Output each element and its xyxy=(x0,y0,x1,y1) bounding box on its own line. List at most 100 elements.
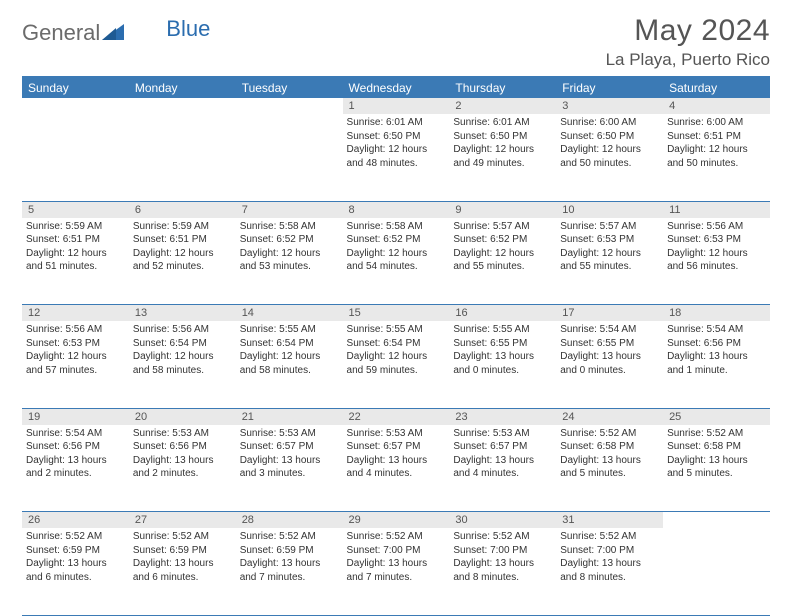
day-details: Sunrise: 5:53 AMSunset: 6:57 PMDaylight:… xyxy=(449,425,556,485)
location: La Playa, Puerto Rico xyxy=(606,50,770,70)
daylight-text: Daylight: 12 hours and 54 minutes. xyxy=(347,247,446,274)
sunset-text: Sunset: 6:54 PM xyxy=(347,337,446,351)
sunrise-text: Sunrise: 5:53 AM xyxy=(453,427,552,441)
day-details: Sunrise: 5:57 AMSunset: 6:52 PMDaylight:… xyxy=(449,218,556,278)
day-details xyxy=(236,114,343,120)
day-cell: Sunrise: 5:54 AMSunset: 6:55 PMDaylight:… xyxy=(556,321,663,408)
day-details: Sunrise: 5:56 AMSunset: 6:53 PMDaylight:… xyxy=(663,218,770,278)
day-details: Sunrise: 5:52 AMSunset: 7:00 PMDaylight:… xyxy=(343,528,450,588)
sunset-text: Sunset: 6:51 PM xyxy=(667,130,766,144)
sunrise-text: Sunrise: 5:56 AM xyxy=(667,220,766,234)
day-number-cell xyxy=(236,98,343,114)
day-number: 7 xyxy=(236,202,343,218)
sunrise-text: Sunrise: 5:53 AM xyxy=(347,427,446,441)
day-number: 28 xyxy=(236,512,343,528)
sunrise-text: Sunrise: 5:52 AM xyxy=(453,530,552,544)
sunrise-text: Sunrise: 5:58 AM xyxy=(240,220,339,234)
daylight-text: Daylight: 13 hours and 5 minutes. xyxy=(560,454,659,481)
day-number-cell: 5 xyxy=(22,201,129,218)
day-cell: Sunrise: 5:57 AMSunset: 6:53 PMDaylight:… xyxy=(556,218,663,305)
day-cell: Sunrise: 5:52 AMSunset: 7:00 PMDaylight:… xyxy=(449,528,556,615)
sunrise-text: Sunrise: 5:52 AM xyxy=(560,427,659,441)
day-number-row: 12131415161718 xyxy=(22,305,770,322)
day-number-cell: 1 xyxy=(343,98,450,114)
sunset-text: Sunset: 6:53 PM xyxy=(667,233,766,247)
day-details: Sunrise: 5:54 AMSunset: 6:56 PMDaylight:… xyxy=(663,321,770,381)
day-details: Sunrise: 5:56 AMSunset: 6:54 PMDaylight:… xyxy=(129,321,236,381)
day-number-row: 1234 xyxy=(22,98,770,114)
day-cell: Sunrise: 5:53 AMSunset: 6:57 PMDaylight:… xyxy=(343,425,450,512)
sunrise-text: Sunrise: 5:52 AM xyxy=(26,530,125,544)
day-details: Sunrise: 6:00 AMSunset: 6:51 PMDaylight:… xyxy=(663,114,770,174)
sunset-text: Sunset: 6:51 PM xyxy=(26,233,125,247)
daylight-text: Daylight: 13 hours and 7 minutes. xyxy=(347,557,446,584)
day-cell: Sunrise: 5:58 AMSunset: 6:52 PMDaylight:… xyxy=(236,218,343,305)
day-number: 25 xyxy=(663,409,770,425)
day-number-row: 19202122232425 xyxy=(22,408,770,425)
sunrise-text: Sunrise: 5:55 AM xyxy=(240,323,339,337)
daylight-text: Daylight: 12 hours and 57 minutes. xyxy=(26,350,125,377)
day-details: Sunrise: 5:59 AMSunset: 6:51 PMDaylight:… xyxy=(129,218,236,278)
sunrise-text: Sunrise: 5:52 AM xyxy=(560,530,659,544)
daylight-text: Daylight: 12 hours and 53 minutes. xyxy=(240,247,339,274)
day-number-cell xyxy=(129,98,236,114)
day-number: 13 xyxy=(129,305,236,321)
day-number: 4 xyxy=(663,98,770,114)
day-number-cell: 10 xyxy=(556,201,663,218)
day-number: 11 xyxy=(663,202,770,218)
sunrise-text: Sunrise: 5:59 AM xyxy=(26,220,125,234)
day-details: Sunrise: 6:01 AMSunset: 6:50 PMDaylight:… xyxy=(343,114,450,174)
day-cell: Sunrise: 5:59 AMSunset: 6:51 PMDaylight:… xyxy=(129,218,236,305)
day-number: 19 xyxy=(22,409,129,425)
day-number-cell: 17 xyxy=(556,305,663,322)
day-details: Sunrise: 5:59 AMSunset: 6:51 PMDaylight:… xyxy=(22,218,129,278)
day-number: 1 xyxy=(343,98,450,114)
day-content-row: Sunrise: 6:01 AMSunset: 6:50 PMDaylight:… xyxy=(22,114,770,201)
sunrise-text: Sunrise: 5:56 AM xyxy=(26,323,125,337)
day-cell: Sunrise: 5:52 AMSunset: 7:00 PMDaylight:… xyxy=(556,528,663,615)
sunset-text: Sunset: 6:54 PM xyxy=(133,337,232,351)
day-number-cell: 16 xyxy=(449,305,556,322)
day-header-row: Sunday Monday Tuesday Wednesday Thursday… xyxy=(22,77,770,98)
day-number-cell xyxy=(22,98,129,114)
daylight-text: Daylight: 13 hours and 6 minutes. xyxy=(133,557,232,584)
day-content-row: Sunrise: 5:56 AMSunset: 6:53 PMDaylight:… xyxy=(22,321,770,408)
day-cell: Sunrise: 5:58 AMSunset: 6:52 PMDaylight:… xyxy=(343,218,450,305)
day-number xyxy=(22,98,129,102)
daylight-text: Daylight: 12 hours and 58 minutes. xyxy=(240,350,339,377)
sunset-text: Sunset: 6:55 PM xyxy=(560,337,659,351)
day-number-cell: 15 xyxy=(343,305,450,322)
calendar-body: 1234Sunrise: 6:01 AMSunset: 6:50 PMDayli… xyxy=(22,98,770,615)
sunset-text: Sunset: 6:58 PM xyxy=(667,440,766,454)
day-details: Sunrise: 5:55 AMSunset: 6:54 PMDaylight:… xyxy=(236,321,343,381)
daylight-text: Daylight: 13 hours and 1 minute. xyxy=(667,350,766,377)
day-details: Sunrise: 5:53 AMSunset: 6:56 PMDaylight:… xyxy=(129,425,236,485)
day-cell xyxy=(663,528,770,615)
day-details: Sunrise: 5:52 AMSunset: 6:59 PMDaylight:… xyxy=(129,528,236,588)
day-content-row: Sunrise: 5:52 AMSunset: 6:59 PMDaylight:… xyxy=(22,528,770,615)
sunrise-text: Sunrise: 5:54 AM xyxy=(26,427,125,441)
day-details: Sunrise: 5:52 AMSunset: 6:59 PMDaylight:… xyxy=(236,528,343,588)
sunset-text: Sunset: 7:00 PM xyxy=(560,544,659,558)
day-header: Tuesday xyxy=(236,77,343,98)
day-cell: Sunrise: 6:01 AMSunset: 6:50 PMDaylight:… xyxy=(343,114,450,201)
daylight-text: Daylight: 13 hours and 0 minutes. xyxy=(453,350,552,377)
day-cell xyxy=(236,114,343,201)
day-number-cell: 21 xyxy=(236,408,343,425)
sunrise-text: Sunrise: 5:54 AM xyxy=(667,323,766,337)
sunrise-text: Sunrise: 6:01 AM xyxy=(347,116,446,130)
day-number-row: 567891011 xyxy=(22,201,770,218)
day-cell: Sunrise: 5:54 AMSunset: 6:56 PMDaylight:… xyxy=(663,321,770,408)
day-number-cell xyxy=(663,512,770,529)
day-number: 16 xyxy=(449,305,556,321)
daylight-text: Daylight: 13 hours and 8 minutes. xyxy=(453,557,552,584)
sunset-text: Sunset: 6:56 PM xyxy=(667,337,766,351)
daylight-text: Daylight: 12 hours and 50 minutes. xyxy=(560,143,659,170)
day-cell: Sunrise: 5:56 AMSunset: 6:53 PMDaylight:… xyxy=(22,321,129,408)
day-header: Wednesday xyxy=(343,77,450,98)
logo-text-blue: Blue xyxy=(166,16,210,42)
day-cell: Sunrise: 5:53 AMSunset: 6:57 PMDaylight:… xyxy=(236,425,343,512)
day-number: 14 xyxy=(236,305,343,321)
sunrise-text: Sunrise: 5:59 AM xyxy=(133,220,232,234)
day-cell: Sunrise: 6:00 AMSunset: 6:50 PMDaylight:… xyxy=(556,114,663,201)
